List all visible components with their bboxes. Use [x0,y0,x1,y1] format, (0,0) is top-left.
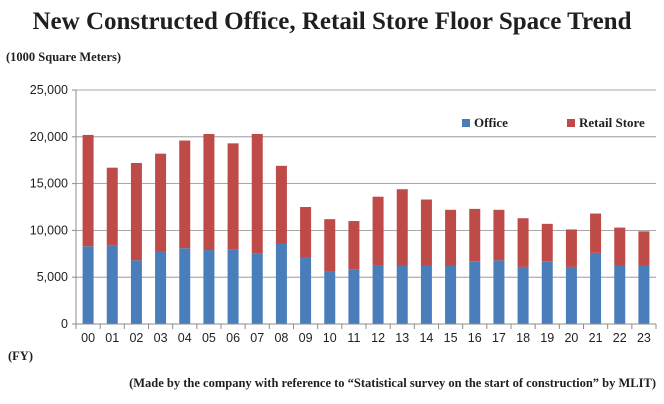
x-tick-label: 08 [274,331,288,345]
x-tick-label: 22 [613,331,627,345]
bar-office [372,265,384,324]
x-tick-label: 12 [371,331,385,345]
x-tick-label: 13 [395,331,409,345]
y-tick-label: 20,000 [30,130,68,144]
chart-title: New Constructed Office, Retail Store Flo… [32,8,632,35]
y-tick-label: 10,000 [30,223,68,237]
bar-office [493,260,505,324]
x-axis-label: (FY) [8,349,33,363]
bar-retail-store [493,209,505,261]
bar-retail-store [227,143,239,250]
legend-swatch-retail-store [567,119,575,127]
x-tick-label: 19 [540,331,554,345]
bar-retail-store [82,134,94,247]
bar-office [179,248,191,324]
bar-retail-store [565,229,577,267]
x-tick-label: 03 [154,331,168,345]
bar-retail-store [251,133,263,254]
x-tick-label: 06 [226,331,240,345]
x-tick-label: 01 [105,331,119,345]
bars [82,133,650,324]
legend-label-office: Office [474,115,508,130]
bar-office [420,265,432,324]
y-tick-label: 5,000 [37,270,68,284]
y-tick-label: 25,000 [30,83,68,97]
x-tick-label: 20 [564,331,578,345]
legend: Office Retail Store [462,115,645,130]
bar-retail-store [420,199,432,266]
x-tick-label: 00 [81,331,95,345]
x-tick-label: 02 [129,331,143,345]
bar-office [614,265,626,324]
bar-office [517,266,529,324]
y-tick-label: 15,000 [30,177,68,191]
x-tick-label: 14 [419,331,433,345]
bar-office [324,271,336,324]
bar-retail-store [179,140,191,249]
bar-office [445,265,457,324]
bar-office [130,260,142,324]
bar-retail-store [396,189,408,266]
bar-retail-store [614,227,626,266]
bar-office [227,249,239,324]
bar-office [300,257,312,324]
y-axis-unit-label: (1000 Square Meters) [6,50,122,64]
bar-office [396,265,408,324]
bar-office [203,250,215,324]
bar-retail-store [517,218,529,267]
bar-retail-store [155,153,167,252]
x-tick-label: 10 [323,331,337,345]
y-axis: 0 5,000 10,000 15,000 20,000 25,000 [30,83,77,331]
bar-office [155,251,167,324]
bar-office [82,246,94,324]
bar-office [275,243,287,324]
legend-label-retail-store: Retail Store [579,115,645,130]
bar-office [590,252,602,324]
x-tick-label: 16 [468,331,482,345]
x-tick-label: 18 [516,331,530,345]
x-axis: 00 01 02 03 04 05 06 07 08 09 10 11 12 13 14 15 16 17 18 19… [75,323,657,345]
bar-retail-store [445,209,457,266]
x-tick-label: 04 [178,331,192,345]
gridlines [76,89,656,278]
x-tick-label: 15 [444,331,458,345]
source-note: (Made by the company with reference to “… [129,376,656,390]
y-tick-label: 0 [61,317,68,331]
bar-office [565,266,577,324]
x-tick-label: 05 [202,331,216,345]
x-tick-label: 07 [250,331,264,345]
bar-office [348,269,360,324]
bar-office [541,261,553,324]
bar-office [638,265,650,324]
legend-swatch-office [462,119,470,127]
bar-retail-store [590,213,602,253]
x-tick-label: 11 [347,331,360,345]
bar-retail-store [275,165,287,244]
x-tick-label: 17 [492,331,506,345]
bar-office [469,261,481,324]
bar-retail-store [348,221,360,270]
bar-retail-store [106,167,118,246]
x-tick-label: 09 [299,331,313,345]
bar-retail-store [324,219,336,272]
bar-office [251,253,263,324]
bar-retail-store [203,133,215,251]
bar-retail-store [638,231,650,266]
x-tick-label: 23 [637,331,651,345]
x-tick-label: 21 [589,331,603,345]
bar-retail-store [469,208,481,262]
bar-office [106,245,118,324]
bar-retail-store [300,207,312,258]
bar-retail-store [372,196,384,266]
bar-retail-store [130,163,142,261]
bar-retail-store [541,223,553,262]
